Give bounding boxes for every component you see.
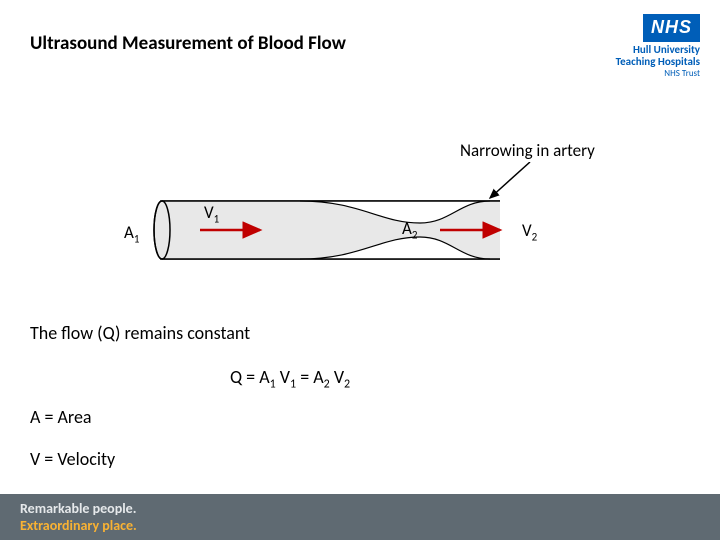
eq-s4: 2 [344,378,350,392]
page-title: Ultrasound Measurement of Blood Flow [30,32,346,55]
nhs-logo: NHS Hull University Teaching Hospitals N… [616,14,700,79]
flow-constant-text: The flow (Q) remains constant [30,322,250,344]
eq-p1: Q = A [230,366,270,388]
label-v1-sub: 1 [214,212,220,225]
nhs-logo-line2: Teaching Hospitals [616,56,700,68]
label-a1: A1 [124,222,139,245]
continuity-equation: Q = A1 V1 = A2 V2 [230,366,350,392]
label-v2-sub: 2 [532,230,538,243]
eq-eq: = A [296,366,324,388]
footer-line1: Remarkable people. [20,500,137,517]
label-v2-base: V [522,220,532,241]
label-a2: A2 [402,218,417,241]
label-v2: V2 [522,220,537,243]
label-a1-base: A [124,222,134,243]
label-a2-base: A [402,218,412,239]
eq-m1: V [276,366,290,388]
definition-area: A = Area [30,406,92,428]
footer-bar: Remarkable people. Extraordinary place. [0,494,720,540]
label-v1: V1 [204,202,219,225]
label-a1-sub: 1 [134,232,140,245]
definition-velocity: V = Velocity [30,448,115,470]
label-v1-base: V [204,202,214,223]
nhs-logo-trust: NHS Trust [616,68,700,79]
footer-line2: Extraordinary place. [20,517,137,534]
label-a2-sub: 2 [412,228,418,241]
nhs-logo-box: NHS [643,14,700,42]
narrowing-arrow-line [490,162,530,198]
eq-m2: V [330,366,344,388]
narrowing-label: Narrowing in artery [460,140,595,161]
slide: Ultrasound Measurement of Blood Flow NHS… [0,0,720,540]
